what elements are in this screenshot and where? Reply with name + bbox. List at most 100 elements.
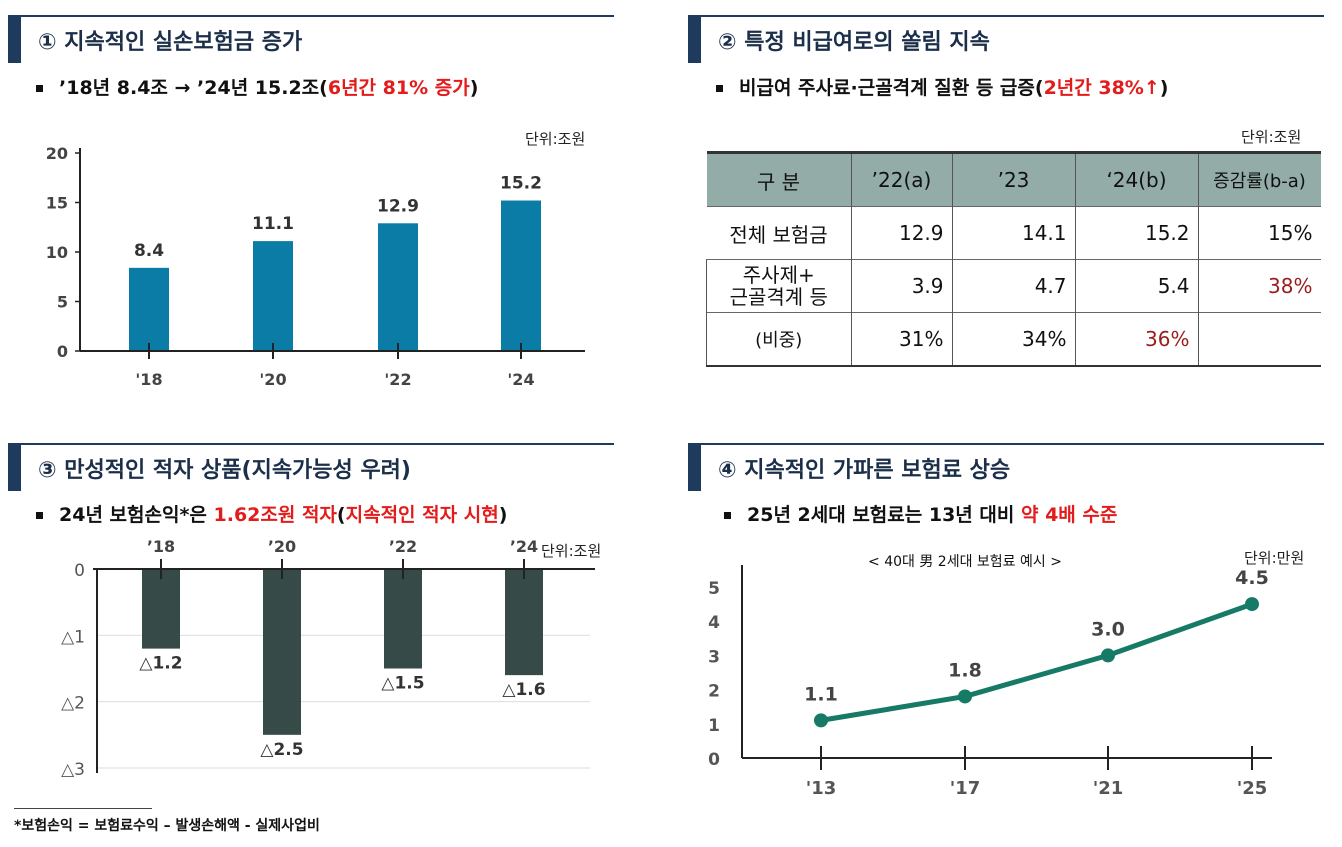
x-tick-label: ’20 xyxy=(268,537,296,556)
data-label: 4.5 xyxy=(1235,567,1269,589)
x-tick-label: '18 xyxy=(135,370,162,389)
data-label: 3.0 xyxy=(1091,618,1125,640)
x-tick-label: '20 xyxy=(259,370,286,389)
bar xyxy=(505,569,543,676)
table-header: 구 분 xyxy=(706,151,852,207)
data-label: 12.9 xyxy=(377,196,419,216)
x-tick-label: '17 xyxy=(950,778,981,799)
header-accent xyxy=(8,15,21,63)
footnote: *보험손익 = 보험료수익 – 발생손해액 - 실제사업비 xyxy=(14,818,320,834)
divider xyxy=(8,15,614,17)
x-tick-label: '25 xyxy=(1237,778,1268,799)
panel-4-unit: 단위:만원 xyxy=(1244,549,1305,567)
data-point xyxy=(814,713,828,728)
panel-4-title: ④ 지속적인 가파른 보험료 상승 xyxy=(718,458,1011,483)
data-label: 8.4 xyxy=(134,241,164,261)
data-label: 1.8 xyxy=(948,659,982,681)
table-cell: 38% xyxy=(1197,259,1321,313)
bar xyxy=(501,200,541,351)
panel-4-header: ④ 지속적인 가파른 보험료 상승 xyxy=(688,443,1324,493)
data-label: △1.2 xyxy=(139,654,182,674)
table-row: (비중) 31% 34% 36% xyxy=(706,312,1321,367)
y-tick-label: 3 xyxy=(708,647,720,667)
panel-4-bullet: 25년 2세대 보험료는 13년 대비 약 4배 수준 xyxy=(724,500,1117,527)
y-tick-label: △1 xyxy=(61,627,85,647)
panel-3-unit: 단위:조원 xyxy=(541,542,602,560)
table-cell: 5.4 xyxy=(1075,259,1199,313)
data-label: △1.6 xyxy=(502,680,545,700)
table-cell: 14.1 xyxy=(952,206,1076,260)
panel-1-title: ① 지속적인 실손보험금 증가 xyxy=(38,30,303,55)
header-accent xyxy=(688,15,701,63)
table-cell: 34% xyxy=(952,312,1076,367)
header-accent xyxy=(688,443,701,491)
divider xyxy=(688,15,1324,17)
data-point xyxy=(1245,597,1259,612)
table-cell: 12.9 xyxy=(851,206,953,260)
table-header: ’22(a) xyxy=(851,151,953,207)
bar xyxy=(129,267,169,351)
data-point xyxy=(1101,648,1115,663)
table-cell: 전체 보험금 xyxy=(706,206,852,260)
y-tick-label: 0 xyxy=(57,342,68,361)
table-cell: 4.7 xyxy=(952,259,1076,313)
x-tick-label: '13 xyxy=(806,778,837,799)
panel-2-title: ② 특정 비급여로의 쏠림 지속 xyxy=(718,30,990,55)
data-label: △2.5 xyxy=(260,740,303,760)
data-label: △1.5 xyxy=(381,674,424,694)
bar xyxy=(384,569,422,669)
y-tick-label: 10 xyxy=(46,243,68,262)
y-tick-label: 0 xyxy=(708,750,720,770)
x-tick-label: ’18 xyxy=(147,537,175,556)
table-header: ‘24(b) xyxy=(1075,151,1199,207)
x-tick-label: '24 xyxy=(507,370,534,389)
table-cell: 주사제+ 근골격계 등 xyxy=(706,259,852,313)
panel-2-header: ② 특정 비급여로의 쏠림 지속 xyxy=(688,15,1324,65)
x-tick-label: '22 xyxy=(384,370,411,389)
bar xyxy=(263,569,301,735)
y-tick-label: 0 xyxy=(74,561,85,581)
chart-title: < 40대 男 2세대 보험료 예시 > xyxy=(868,554,1062,570)
divider xyxy=(688,443,1324,445)
series-line xyxy=(820,601,1253,723)
y-tick-label: 1 xyxy=(708,716,720,736)
bar xyxy=(253,241,293,351)
table-cell: 15.2 xyxy=(1075,206,1199,260)
table-row: 전체 보험금 12.9 14.1 15.2 15% xyxy=(706,206,1321,260)
benefit-table: 구 분 ’22(a) ’23 ‘24(b) 증감률(b-a) 전체 보험금 12… xyxy=(706,151,1321,367)
bar xyxy=(378,223,418,351)
y-tick-label: 20 xyxy=(46,144,68,163)
table-cell: 3.9 xyxy=(851,259,953,313)
y-tick-label: 5 xyxy=(57,293,68,312)
y-tick-label: 2 xyxy=(708,682,720,702)
table-cell: (비중) xyxy=(706,312,852,367)
panel-3-header: ③ 만성적인 적자 상품(지속가능성 우려) xyxy=(8,443,614,493)
divider xyxy=(8,443,614,445)
y-tick-label: △3 xyxy=(61,760,85,780)
panel-1-unit: 단위:조원 xyxy=(525,130,586,148)
data-label: 11.1 xyxy=(252,214,294,234)
table-row: 주사제+ 근골격계 등 3.9 4.7 5.4 38% xyxy=(706,259,1321,313)
panel-2-unit: 단위:조원 xyxy=(1241,128,1302,146)
table-cell xyxy=(1197,312,1321,367)
x-tick-label: ’22 xyxy=(389,537,417,556)
table-header-row: 구 분 ’22(a) ’23 ‘24(b) 증감률(b-a) xyxy=(706,151,1321,207)
bar xyxy=(142,569,180,649)
table-header: 증감률(b-a) xyxy=(1197,151,1321,207)
table-cell: 36% xyxy=(1075,312,1199,367)
panel-2-bullet: 비급여 주사료·근골격계 질환 등 급증(2년간 38%↑) xyxy=(716,73,1168,100)
x-tick-label: '21 xyxy=(1093,778,1124,799)
y-tick-label: 4 xyxy=(708,613,720,633)
y-tick-label: 15 xyxy=(46,194,68,213)
data-label: 1.1 xyxy=(804,683,838,705)
data-label: 15.2 xyxy=(500,174,542,194)
panel-3-title: ③ 만성적인 적자 상품(지속가능성 우려) xyxy=(38,458,411,483)
footnote-divider xyxy=(14,808,152,809)
table-header: ’23 xyxy=(952,151,1076,207)
x-tick-label: ’24 xyxy=(510,537,538,556)
panel-1-header: ① 지속적인 실손보험금 증가 xyxy=(8,15,614,65)
data-point xyxy=(958,689,972,704)
header-accent xyxy=(8,443,21,491)
